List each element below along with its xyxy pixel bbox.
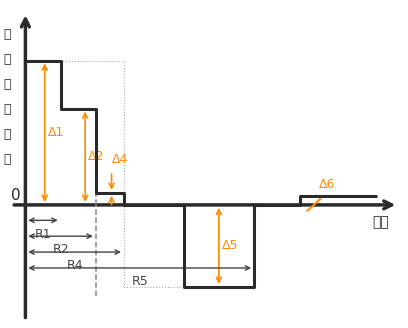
Text: R2: R2 [52, 243, 69, 256]
Text: 折: 折 [3, 78, 11, 91]
Text: R5: R5 [131, 275, 148, 288]
Text: R4: R4 [67, 259, 83, 272]
Text: 射: 射 [3, 103, 11, 116]
Text: Δ1: Δ1 [48, 126, 64, 139]
Text: Δ6: Δ6 [319, 178, 335, 192]
Text: Δ2: Δ2 [88, 150, 104, 163]
Text: 相: 相 [3, 28, 11, 41]
Text: 0: 0 [11, 188, 20, 202]
Text: 差: 差 [3, 153, 11, 166]
Text: Δ4: Δ4 [111, 154, 128, 166]
Text: Δ5: Δ5 [222, 239, 239, 252]
Text: 率: 率 [3, 128, 11, 141]
Text: 対: 対 [3, 52, 11, 66]
Text: R1: R1 [35, 228, 51, 240]
Text: 半径: 半径 [373, 215, 389, 230]
